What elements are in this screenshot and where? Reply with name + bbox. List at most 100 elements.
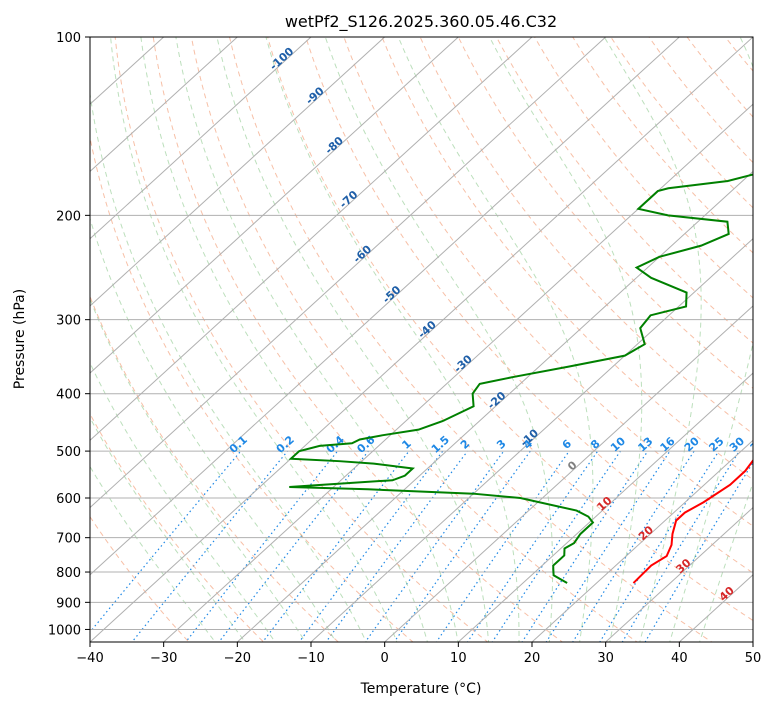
- isotherm-label: -40: [415, 318, 439, 341]
- mixing-ratio-line: [521, 450, 649, 642]
- mixing-ratio-label: 6: [560, 437, 575, 452]
- x-tick-label: −30: [150, 651, 177, 666]
- moist-adiabat: [216, 37, 490, 642]
- dry-adiabat: [495, 37, 753, 344]
- mixing-ratio-line: [393, 450, 531, 642]
- y-tick-label: 600: [56, 492, 81, 507]
- isotherm--100: [90, 37, 312, 240]
- y-axis-label: Pressure (hPa): [12, 289, 28, 389]
- mixing-ratio-label: 3: [494, 437, 508, 452]
- dry-adiabat: [114, 37, 489, 642]
- mixing-ratio-line: [545, 450, 671, 642]
- dry-adiabat: [419, 37, 753, 435]
- dry-adiabat: [90, 412, 265, 642]
- moist-adiabat: [140, 37, 428, 642]
- isotherm-0: [383, 305, 753, 642]
- x-tick-label: −10: [297, 651, 324, 666]
- isotherm--50: [90, 37, 681, 576]
- mixing-ratio-label: 8: [588, 437, 602, 452]
- x-tick-label: 10: [450, 651, 467, 666]
- isotherm-label: -100: [267, 45, 296, 73]
- dry-adiabat: [90, 135, 414, 642]
- mixing-ratio-lines: [90, 450, 753, 642]
- mixing-ratio-line: [435, 450, 570, 642]
- mixing-ratio-line: [218, 450, 369, 642]
- dry-adiabat: [381, 37, 753, 481]
- dry-adiabat: [343, 37, 753, 527]
- moist-adiabat: [90, 297, 306, 642]
- isotherm-label: -90: [303, 84, 327, 107]
- moist-adiabat-label: 10: [594, 494, 614, 514]
- plot-frame: [89, 36, 754, 643]
- y-tick-label: 500: [56, 445, 81, 460]
- isotherm--110: [90, 37, 239, 173]
- dry-adiabat: [267, 37, 753, 622]
- isotherm-label: -80: [323, 134, 347, 157]
- line-labels: -100-90-80-70-60-50-40-30-20-100.1 0.2 0.4…: [227, 45, 768, 604]
- y-tick-label: 200: [56, 209, 81, 224]
- y-tick-label: 300: [56, 314, 81, 329]
- dry-adiabats: [90, 10, 775, 654]
- x-tick-label: 0: [381, 651, 389, 666]
- isotherm--40: [90, 37, 753, 642]
- moist-adiabat: [603, 37, 702, 642]
- moist-adiabat: [265, 37, 520, 642]
- isobar-gridlines: [90, 37, 753, 630]
- moist-adiabat: [324, 37, 554, 642]
- dry-adiabat: [457, 37, 753, 389]
- moist-adiabat: [699, 481, 753, 642]
- mixing-ratio-line: [90, 450, 242, 634]
- dry-adiabat: [90, 295, 339, 642]
- y-tick-label: 900: [56, 596, 81, 611]
- x-axis-ticks: −40 −30 −20 −10 0 10 20 30 40 50: [76, 642, 761, 666]
- x-axis-label: Temperature (°C): [360, 681, 482, 697]
- isotherm-10: [457, 372, 753, 642]
- chart-title: wetPf2_S126.2025.360.05.46.C32: [285, 12, 557, 32]
- dewpoint-line: [288, 173, 753, 584]
- dry-adiabat: [90, 515, 190, 642]
- moist-adiabat: [175, 37, 459, 642]
- y-axis-ticks: 100 200 300 400 500 600 700 800 900 1000: [48, 31, 90, 638]
- isotherm-label: -30: [451, 352, 475, 375]
- dry-adiabat: [228, 37, 713, 642]
- x-tick-label: 30: [597, 651, 614, 666]
- mixing-ratio-label: 2: [458, 437, 472, 452]
- isotherm--80: [90, 37, 460, 374]
- y-tick-label: 100: [56, 31, 81, 46]
- isotherm--10: [310, 237, 753, 642]
- moist-adiabat-label: 30: [674, 556, 694, 576]
- moist-adiabat: [489, 37, 643, 642]
- moist-adiabat: [397, 37, 594, 642]
- x-tick-label: 20: [524, 651, 541, 666]
- x-tick-label: −40: [76, 651, 103, 666]
- isotherm-30: [604, 506, 753, 642]
- x-tick-label: 50: [745, 651, 762, 666]
- isotherm-20: [531, 439, 753, 642]
- y-tick-label: 700: [56, 532, 81, 547]
- moist-adiabat: [90, 216, 337, 642]
- isotherm--20: [236, 170, 753, 642]
- isotherm-50: [752, 641, 753, 642]
- dry-adiabat: [742, 10, 775, 654]
- isotherms: [90, 37, 753, 642]
- moist-adiabat: [90, 90, 367, 642]
- moist-adiabat: [90, 465, 216, 642]
- y-tick-label: 800: [56, 566, 81, 581]
- isotherm--90: [90, 37, 386, 307]
- moist-adiabat-label: 40: [717, 584, 737, 604]
- isotherm--70: [90, 37, 533, 442]
- mixing-ratio-label: 1.5: [429, 433, 452, 456]
- x-tick-label: 40: [671, 651, 688, 666]
- y-tick-label: 400: [56, 388, 81, 403]
- isotherm--120: [90, 37, 165, 105]
- x-tick-label: −20: [224, 651, 251, 666]
- isotherm-label: -70: [337, 188, 361, 211]
- isotherm--30: [162, 103, 753, 642]
- dry-adiabat: [152, 37, 564, 642]
- isotherm-label: -20: [485, 389, 509, 412]
- temperature-line: [632, 458, 753, 584]
- y-tick-label: 1000: [48, 623, 81, 638]
- isotherm--60: [90, 37, 607, 509]
- mixing-ratio-label: 36: [748, 434, 768, 454]
